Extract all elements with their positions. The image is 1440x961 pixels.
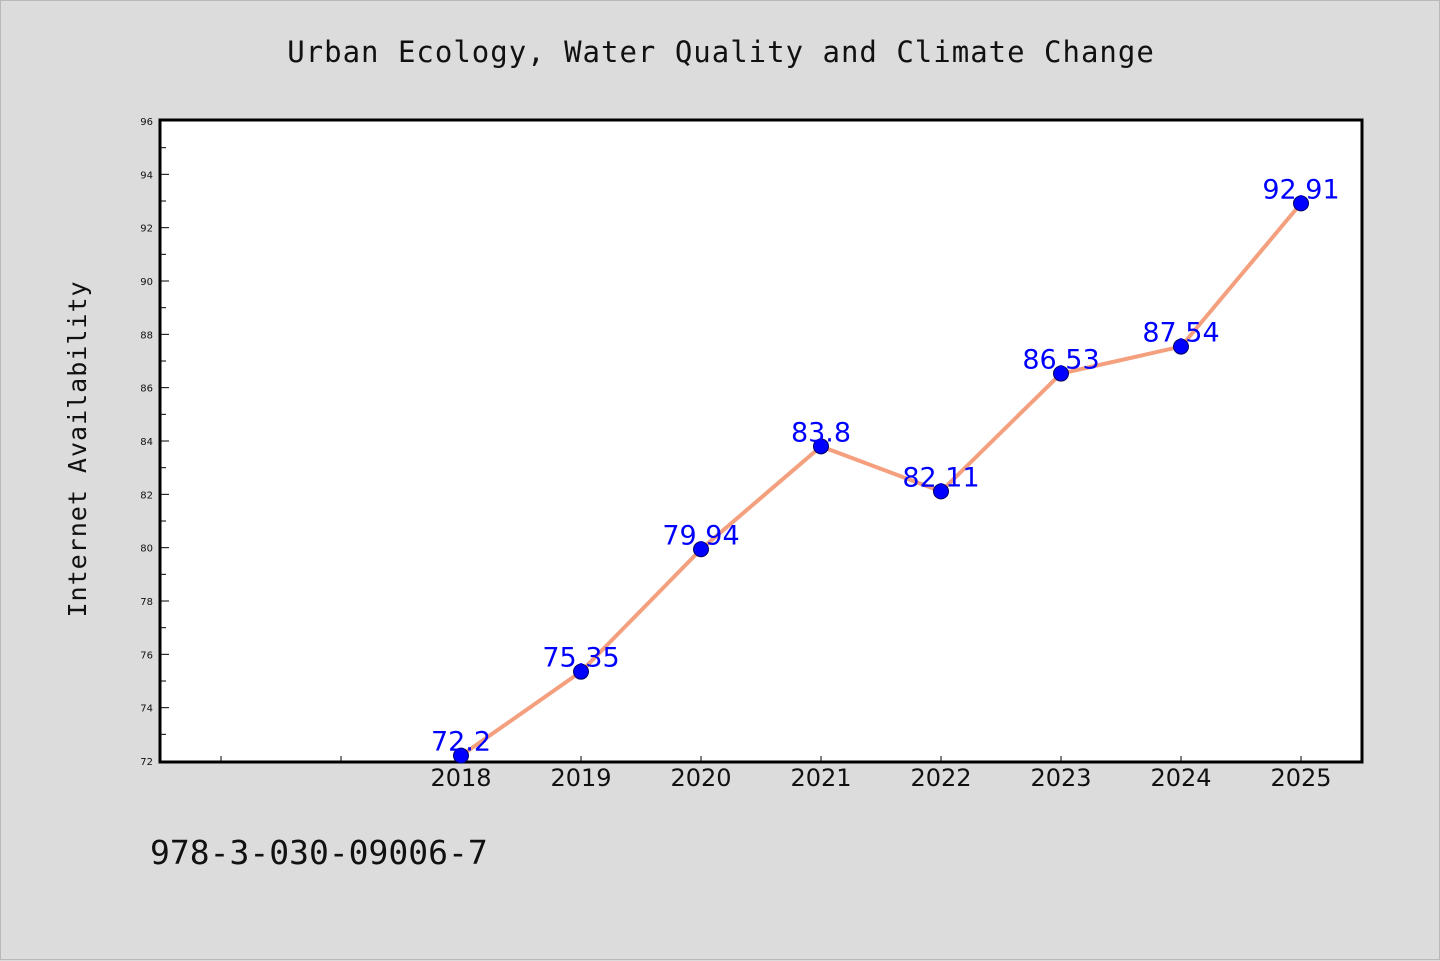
y-tick-label: 94 <box>140 170 153 181</box>
data-point-marker <box>1053 365 1069 382</box>
data-point-marker <box>1293 195 1309 212</box>
series-layer <box>453 195 1309 764</box>
y-tick-label: 86 <box>140 384 153 395</box>
y-tick-label: 96 <box>140 117 153 128</box>
x-tick-label: 2022 <box>910 764 971 792</box>
data-label: 87.54 <box>1142 318 1219 349</box>
y-tick-label: 82 <box>140 490 153 501</box>
data-point-marker <box>573 663 589 680</box>
data-label: 75.35 <box>542 643 619 674</box>
data-label: 72.2 <box>431 727 491 758</box>
x-axis: 2018 2019 2020 2021 2022 2023 2024 2025 <box>220 756 1332 792</box>
data-label: 83.8 <box>791 417 851 448</box>
x-tick-label: 2019 <box>550 764 611 792</box>
x-tick-label: 2025 <box>1270 764 1331 792</box>
data-label: 82.11 <box>902 462 979 493</box>
x-tick-label: 2024 <box>1150 764 1211 792</box>
data-point-marker <box>453 747 469 764</box>
data-label: 92.91 <box>1262 174 1339 205</box>
chart-title: Urban Ecology, Water Quality and Climate… <box>287 35 1155 69</box>
y-tick-label: 92 <box>140 224 153 235</box>
y-tick-label: 72 <box>140 757 153 768</box>
isbn-text: 978-3-030-09006-7 <box>150 833 488 872</box>
y-tick-label: 88 <box>140 330 153 341</box>
y-tick-label: 90 <box>140 277 153 288</box>
y-tick-label: 78 <box>140 597 153 608</box>
data-label: 79.94 <box>662 520 739 551</box>
y-axis-label: Internet Availability <box>63 280 92 617</box>
x-tick-label: 2018 <box>430 764 491 792</box>
y-tick-label: 74 <box>140 704 153 715</box>
data-point-marker <box>1173 338 1189 355</box>
y-tick-label: 80 <box>140 544 153 555</box>
x-tick-label: 2020 <box>670 764 731 792</box>
data-point-marker <box>813 438 829 455</box>
data-label: 86.53 <box>1022 345 1099 376</box>
x-tick-label: 2023 <box>1030 764 1091 792</box>
y-tick-label: 76 <box>140 650 153 661</box>
y-tick-label: 84 <box>140 437 153 448</box>
data-labels: 72.2 75.35 79.94 83.8 82.11 86.53 87.54 92.91 <box>431 174 1340 757</box>
data-point-marker <box>693 541 709 558</box>
data-point-marker <box>933 483 949 500</box>
x-tick-label: 2021 <box>790 764 851 792</box>
series-line <box>459 201 1303 758</box>
y-axis: 72 74 76 78 80 82 84 86 88 90 92 94 96 <box>140 117 169 768</box>
plot-area <box>158 118 1364 764</box>
